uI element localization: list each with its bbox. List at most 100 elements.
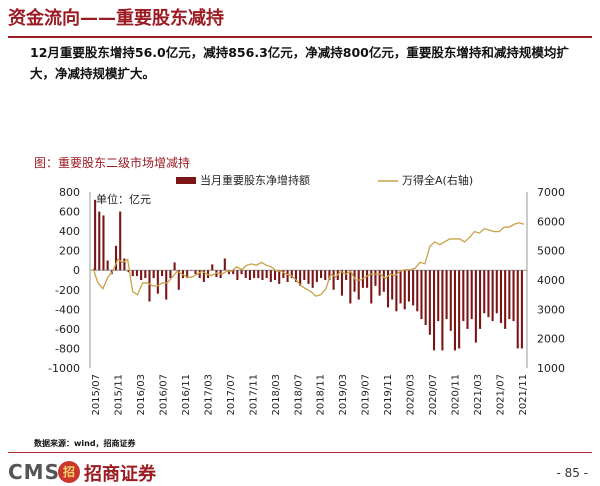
bar-net-increase	[499, 270, 503, 324]
bar-net-increase	[106, 260, 109, 271]
bar-net-increase	[190, 270, 193, 271]
bar-net-increase	[303, 270, 306, 280]
bar-net-increase	[432, 270, 436, 351]
bar-net-increase	[479, 270, 482, 329]
bar-net-increase	[232, 270, 235, 275]
bar-net-increase	[265, 270, 268, 279]
bar-net-increase	[403, 270, 406, 310]
page-number: - 85 -	[556, 466, 588, 480]
x-axis-tick-label: 2021/07	[496, 374, 507, 416]
bar-net-increase	[328, 270, 331, 280]
bar-net-increase	[144, 270, 147, 279]
left-axis-tick-label: 0	[73, 264, 80, 277]
bar-net-increase	[445, 270, 448, 320]
bar-net-increase	[407, 270, 410, 302]
bar-net-increase	[286, 270, 289, 282]
right-axis-tick-label: 1000	[537, 362, 565, 375]
bar-net-increase	[386, 270, 390, 308]
right-axis-tick-label: 2000	[537, 333, 565, 346]
bar-net-increase	[516, 270, 519, 349]
bar-net-increase	[165, 270, 168, 300]
x-axis-tick-label: 2015/07	[91, 374, 102, 416]
x-axis-tick-label: 2019/03	[338, 374, 349, 416]
right-axis-tick-label: 7000	[537, 186, 565, 199]
bar-net-increase	[307, 270, 310, 284]
bar-net-increase	[269, 270, 272, 282]
line-wind-all-a	[92, 222, 525, 297]
bar-net-increase	[453, 270, 456, 351]
bar-net-increase	[244, 270, 247, 279]
right-axis-tick-label: 6000	[537, 215, 565, 228]
bar-net-increase	[366, 270, 369, 288]
bar-net-increase	[370, 270, 373, 304]
bar-net-increase	[462, 270, 465, 322]
bar-net-increase	[437, 270, 440, 322]
bar-net-increase	[449, 270, 452, 331]
bar-net-increase	[169, 270, 172, 279]
bar-net-increase	[315, 270, 318, 282]
summary-text: 12月重要股东增持56.0亿元，减持856.3亿元，净减持800亿元，重要股东增…	[30, 45, 569, 81]
left-axis-tick-label: -400	[55, 303, 80, 316]
bar-net-increase	[512, 270, 515, 322]
bar-net-increase	[428, 270, 431, 335]
bar-net-increase	[324, 270, 327, 280]
bar-net-increase	[194, 270, 197, 275]
bar-net-increase	[98, 211, 101, 271]
bar-net-increase	[416, 270, 419, 312]
bar-net-increase	[340, 270, 344, 296]
left-axis-tick-label: 600	[59, 206, 80, 219]
company-name: 招商证券	[84, 464, 156, 485]
bar-net-increase	[466, 270, 469, 329]
data-source-note: 数据来源：wind，招商证券	[34, 439, 136, 448]
x-axis-tick-label: 2015/11	[114, 374, 125, 416]
bar-net-increase	[114, 245, 118, 271]
bar-net-increase	[240, 270, 243, 275]
bar-net-increase	[378, 270, 381, 296]
bar-net-increase	[127, 270, 130, 273]
bar-net-increase	[320, 270, 323, 279]
left-axis-tick-label: 200	[59, 245, 80, 258]
x-axis-tick-label: 2020/07	[428, 374, 439, 416]
footer-divider	[8, 452, 592, 453]
bar-net-increase	[177, 270, 180, 290]
x-axis-tick-label: 2018/07	[293, 374, 304, 416]
x-axis-tick-label: 2016/11	[181, 374, 192, 416]
left-axis-tick-label: -200	[55, 284, 80, 297]
right-axis-tick-label: 5000	[537, 245, 565, 258]
bar-net-increase	[458, 270, 461, 349]
bar-net-increase	[152, 270, 155, 279]
bar-net-increase	[223, 258, 226, 271]
company-logo-icon: 招	[58, 461, 80, 483]
bar-net-increase	[102, 215, 105, 271]
x-axis-tick-label: 2016/03	[136, 374, 147, 416]
legend-bar-label: 当月重要股东净增持额	[200, 173, 310, 187]
x-axis-tick-label: 2020/11	[451, 374, 462, 416]
bar-net-increase	[198, 270, 201, 279]
x-axis-tick-label: 2017/03	[203, 374, 214, 416]
bar-net-increase	[520, 270, 523, 349]
bar-net-increase	[140, 270, 143, 280]
bar-net-increase	[148, 270, 151, 302]
title-divider	[8, 36, 592, 38]
bar-net-increase	[282, 270, 285, 279]
bar-net-increase	[470, 270, 473, 320]
bar-net-increase	[294, 270, 297, 282]
bar-net-increase	[131, 270, 134, 277]
page-title: 资金流向——重要股东减持	[8, 8, 224, 29]
bar-net-increase	[332, 270, 335, 290]
bar-net-increase	[395, 270, 398, 312]
bar-net-increase	[248, 270, 251, 280]
x-axis-tick-label: 2018/03	[271, 374, 282, 416]
bar-net-increase	[290, 270, 293, 279]
bar-net-increase	[273, 270, 277, 280]
legend-line-label: 万得全A(右轴)	[402, 173, 473, 187]
bar-net-increase	[173, 262, 176, 271]
bar-net-increase	[349, 270, 352, 304]
bar-net-increase	[261, 270, 264, 280]
bar-net-increase	[123, 258, 126, 271]
x-axis-tick-label: 2021/03	[473, 374, 484, 416]
x-axis-tick-label: 2021/11	[518, 374, 529, 416]
bar-net-increase	[487, 270, 490, 318]
bar-net-increase	[211, 264, 214, 271]
